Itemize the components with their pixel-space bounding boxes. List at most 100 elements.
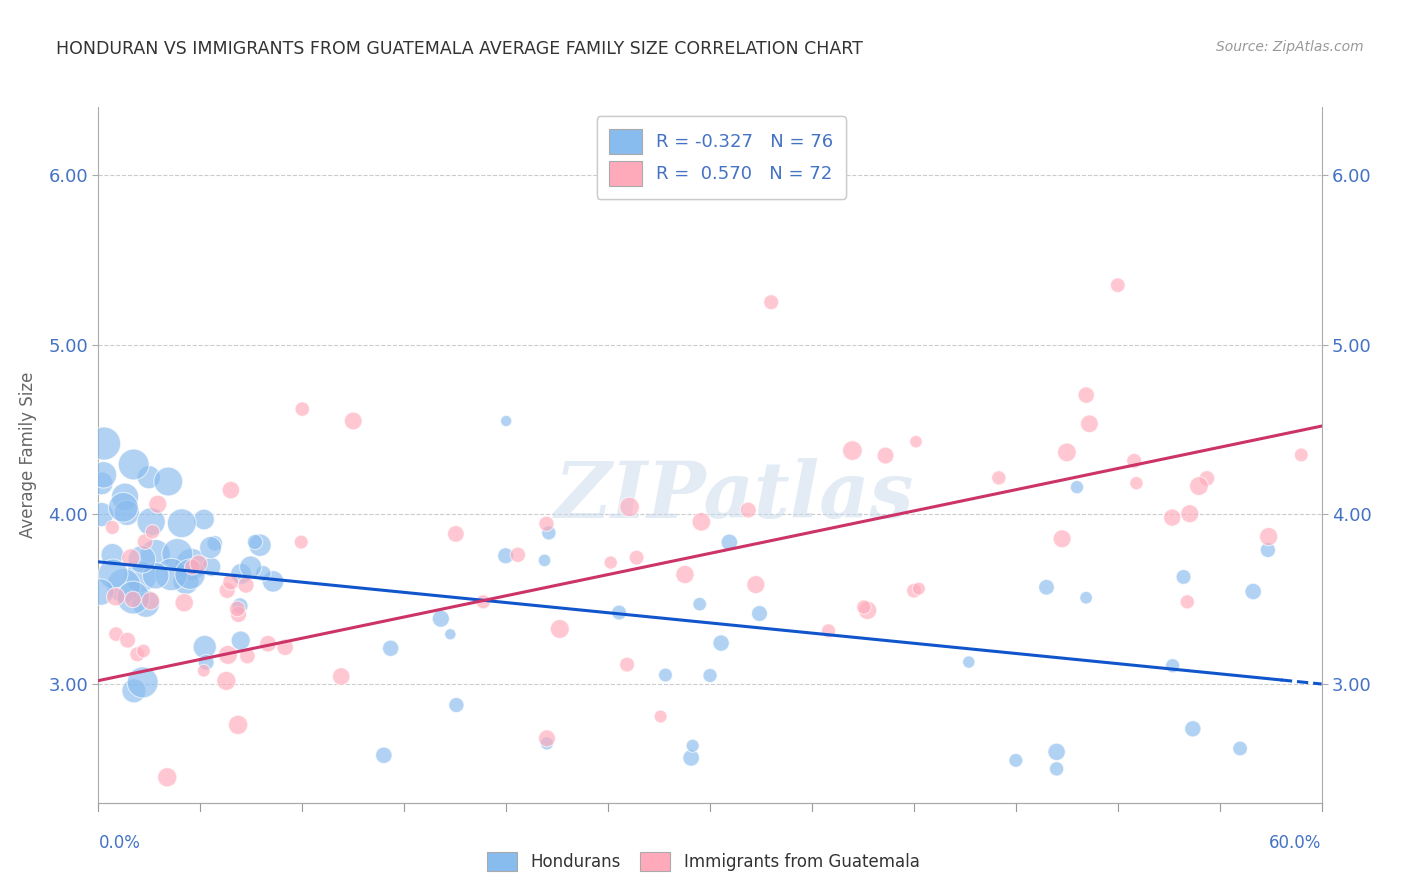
Point: [439, 627, 461, 641]
Point: [262, 574, 284, 589]
Point: [506, 548, 529, 562]
Point: [138, 470, 160, 484]
Point: [875, 449, 897, 463]
Point: [699, 668, 721, 682]
Point: [710, 636, 733, 650]
Point: [1050, 532, 1073, 546]
Point: [236, 648, 259, 663]
Point: [626, 550, 648, 565]
Point: [548, 622, 571, 636]
Point: [239, 560, 262, 574]
Point: [179, 567, 201, 582]
Point: [619, 500, 641, 514]
Point: [689, 597, 711, 611]
Point: [1195, 471, 1218, 485]
Point: [112, 500, 135, 515]
Text: 0.0%: 0.0%: [98, 834, 141, 852]
Point: [134, 534, 156, 549]
Point: [187, 557, 209, 571]
Point: [217, 648, 239, 662]
Point: [291, 402, 314, 417]
Point: [90, 585, 112, 599]
Point: [1107, 278, 1129, 293]
Legend: R = -0.327   N = 76, R =  0.570   N = 72: R = -0.327 N = 76, R = 0.570 N = 72: [596, 116, 846, 199]
Point: [166, 547, 188, 561]
Point: [93, 436, 115, 450]
Point: [987, 471, 1010, 485]
Point: [173, 596, 195, 610]
Point: [181, 560, 204, 574]
Point: [673, 567, 696, 582]
Point: [174, 574, 197, 589]
Point: [122, 683, 145, 698]
Point: [229, 633, 252, 648]
Point: [226, 718, 249, 732]
Point: [330, 669, 353, 683]
Point: [1161, 658, 1184, 673]
Point: [132, 644, 155, 658]
Point: [1161, 510, 1184, 524]
Point: [681, 751, 703, 765]
Point: [718, 535, 741, 549]
Point: [217, 583, 239, 598]
Point: [200, 560, 222, 574]
Text: ZIPatlas: ZIPatlas: [555, 458, 914, 535]
Point: [215, 673, 238, 688]
Point: [536, 516, 558, 531]
Point: [139, 515, 162, 529]
Point: [1125, 476, 1147, 491]
Point: [907, 582, 929, 596]
Point: [120, 550, 142, 565]
Legend: Hondurans, Immigrants from Guatemala: Hondurans, Immigrants from Guatemala: [478, 843, 928, 880]
Point: [761, 295, 783, 310]
Point: [200, 541, 222, 555]
Point: [536, 736, 558, 750]
Point: [1257, 530, 1279, 544]
Text: HONDURAN VS IMMIGRANTS FROM GUATEMALA AVERAGE FAMILY SIZE CORRELATION CHART: HONDURAN VS IMMIGRANTS FROM GUATEMALA AV…: [56, 40, 863, 58]
Point: [135, 597, 157, 611]
Point: [194, 640, 217, 654]
Point: [690, 515, 713, 529]
Point: [122, 592, 145, 607]
Point: [274, 640, 297, 655]
Point: [131, 552, 153, 566]
Point: [204, 536, 226, 550]
Point: [1004, 753, 1026, 767]
Point: [229, 599, 252, 613]
Text: 60.0%: 60.0%: [1270, 834, 1322, 852]
Point: [342, 414, 364, 428]
Point: [607, 606, 630, 620]
Point: [650, 709, 672, 723]
Point: [117, 633, 139, 648]
Point: [115, 506, 138, 520]
Point: [745, 577, 768, 591]
Point: [1045, 745, 1069, 759]
Point: [654, 668, 676, 682]
Point: [93, 467, 115, 482]
Point: [145, 568, 167, 582]
Point: [1175, 595, 1198, 609]
Point: [472, 595, 495, 609]
Point: [127, 647, 149, 661]
Point: [903, 583, 925, 598]
Point: [114, 490, 136, 504]
Point: [157, 475, 180, 489]
Point: [616, 657, 638, 672]
Point: [446, 698, 468, 712]
Point: [1178, 507, 1201, 521]
Point: [219, 574, 242, 589]
Point: [90, 508, 112, 522]
Point: [430, 612, 453, 626]
Point: [104, 590, 127, 604]
Point: [235, 578, 257, 592]
Point: [195, 656, 218, 670]
Point: [599, 556, 621, 570]
Point: [143, 548, 166, 562]
Point: [193, 664, 215, 678]
Point: [129, 569, 152, 583]
Point: [101, 566, 124, 581]
Point: [852, 600, 875, 615]
Point: [1173, 570, 1195, 584]
Point: [226, 602, 249, 616]
Point: [1045, 762, 1069, 776]
